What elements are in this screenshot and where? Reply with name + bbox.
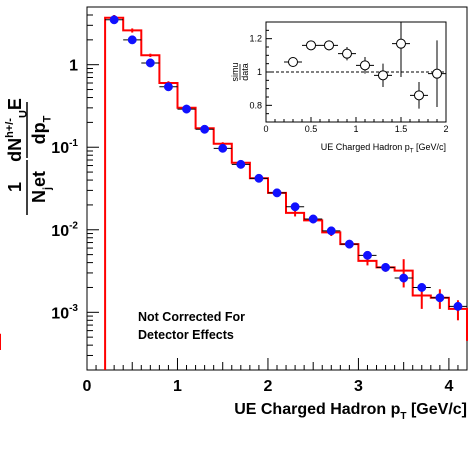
- inset-ratio-plot: 0 0.5 1 1.5 2 0.8 1 1.2 UE Charged Hadron pT [Ge…: [230, 21, 449, 155]
- data-point: [163, 82, 173, 92]
- inset-data-point: [324, 40, 334, 51]
- data-point: [344, 239, 354, 249]
- data-point: [236, 159, 246, 169]
- inset-x-tick-label: 1.5: [395, 124, 408, 134]
- data-point: [417, 283, 427, 292]
- inset-y-axis-title: simu data: [230, 62, 250, 81]
- y-tick-label: 10-1: [51, 138, 78, 157]
- inset-y-title-num: simu: [230, 62, 240, 81]
- x-tick-label: 4: [444, 378, 453, 395]
- data-point: [145, 58, 155, 68]
- x-tick-label: 2: [263, 378, 272, 395]
- annotation-text: Detector Effects: [138, 328, 234, 342]
- data-point: [381, 262, 391, 272]
- inset-y-title-den: data: [240, 63, 250, 81]
- data-point: [200, 124, 210, 134]
- data-point: [326, 226, 336, 236]
- y-title-one: 1: [5, 182, 25, 192]
- y-tick-label: 10-3: [51, 303, 78, 322]
- y-title-njet: Njet: [29, 171, 53, 203]
- data-point: [435, 293, 445, 303]
- data-point: [399, 273, 409, 283]
- y-title-dpt: dpT: [29, 115, 53, 144]
- y-tick-label: 1: [69, 58, 78, 75]
- data-point: [290, 202, 300, 212]
- data-point: [308, 214, 318, 224]
- inset-x-tick-label: 0.5: [305, 124, 318, 134]
- inset-x-tick-label: 2: [443, 124, 448, 134]
- annotation-text: Not Corrected For: [138, 310, 245, 324]
- data-point: [254, 173, 264, 183]
- mc-histogram-line: [104, 16, 468, 370]
- inset-data-point: [288, 57, 298, 67]
- inset-y-tick-label: 0.8: [249, 100, 262, 110]
- x-tick-label: 0: [83, 378, 92, 395]
- y-title-dn: dNh+/-UE: [4, 98, 30, 162]
- data-point: [218, 143, 228, 153]
- inset-data-point: [306, 40, 316, 51]
- inset-data-point: [414, 90, 424, 101]
- data-point: [272, 188, 282, 198]
- data-point: [127, 35, 137, 45]
- inset-y-tick-label: 1.2: [249, 34, 262, 44]
- data-point: [363, 250, 372, 260]
- inset-data-point: [378, 70, 388, 81]
- inset-x-tick-label: 0: [263, 124, 268, 134]
- inset-data-point: [360, 60, 370, 71]
- inset-data-point: [342, 48, 352, 59]
- data-point: [453, 301, 463, 311]
- data-point: [109, 15, 119, 25]
- x-tick-label: 1: [173, 378, 182, 395]
- inset-x-axis-title: UE Charged Hadron pT [GeV/c]: [321, 142, 446, 155]
- x-tick-label: 3: [354, 378, 363, 395]
- data-point: [182, 104, 191, 114]
- main-plot: 0 1 2 3 4 1 10-1 10-2 10-3 Not Corrected For Detec…: [0, 6, 468, 422]
- inset-data-point: [432, 68, 442, 79]
- inset-y-tick-label: 1: [257, 67, 262, 77]
- x-axis-title: UE Charged Hadron pT [GeV/c]: [234, 401, 467, 422]
- inset-data-point: [396, 38, 406, 49]
- y-tick-label: 10-2: [51, 221, 78, 240]
- inset-x-tick-label: 1: [353, 124, 358, 134]
